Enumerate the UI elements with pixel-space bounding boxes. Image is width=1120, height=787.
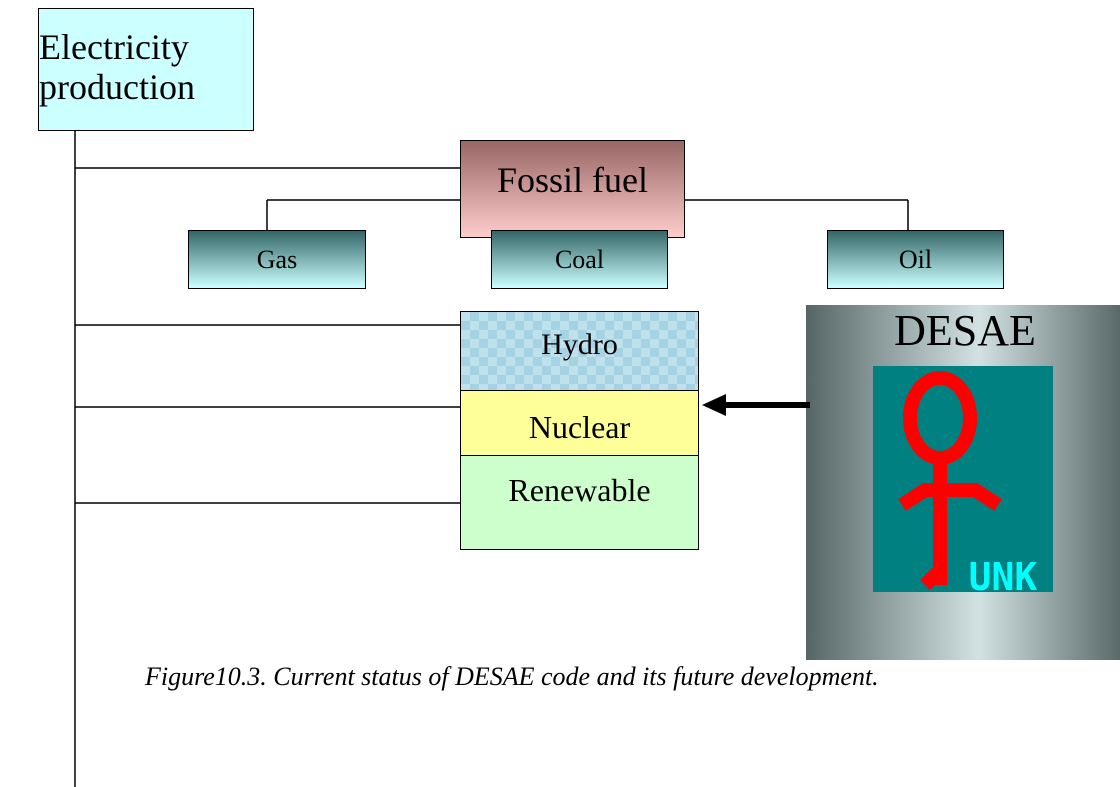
node-gas: Gas bbox=[188, 230, 366, 289]
node-renewable: Renewable bbox=[460, 455, 699, 550]
logo-badge: UNK bbox=[969, 555, 1038, 599]
node-oil: Oil bbox=[827, 230, 1004, 289]
node-label: Renewable bbox=[508, 472, 650, 549]
logo-title: DESAE bbox=[894, 306, 1036, 355]
node-label: Nuclear bbox=[529, 409, 630, 455]
node-hydro: Hydro bbox=[460, 311, 699, 391]
node-fossil: Fossil fuel bbox=[460, 140, 685, 238]
node-coal: Coal bbox=[491, 230, 668, 289]
arrow-head bbox=[702, 394, 726, 416]
node-label: Coal bbox=[555, 245, 604, 275]
node-label: Oil bbox=[899, 245, 932, 275]
caption: Figure10.3. Current status of DESAE code… bbox=[145, 662, 879, 692]
node-label: Hydro bbox=[541, 328, 618, 390]
diagram: DESAE UNK Electricity production Fossil … bbox=[0, 0, 1120, 787]
node-root: Electricity production bbox=[38, 8, 254, 131]
node-label: Fossil fuel bbox=[497, 159, 648, 237]
node-label: Gas bbox=[257, 245, 297, 275]
node-label: Electricity production bbox=[39, 27, 229, 130]
node-nuclear: Nuclear bbox=[460, 390, 699, 456]
